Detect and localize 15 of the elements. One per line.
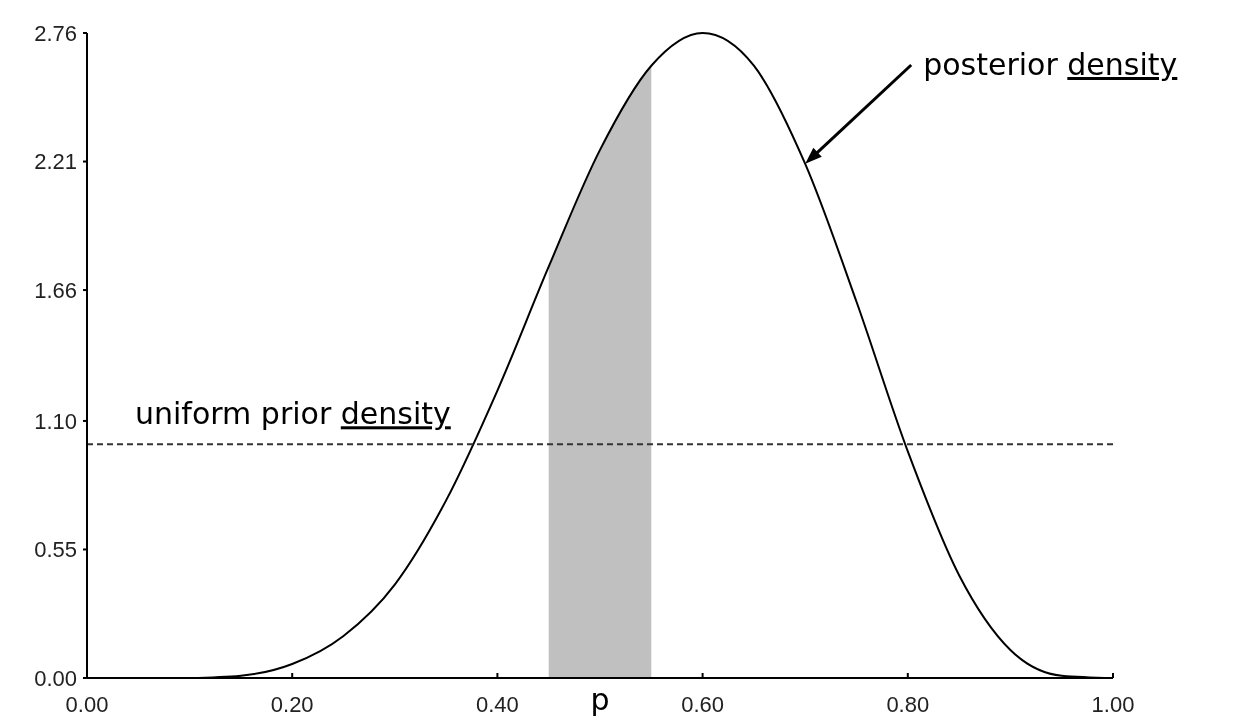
y-tick-label: 0.55	[34, 537, 77, 563]
annotation: posterior density	[923, 47, 1178, 82]
y-tick-label: 0.00	[34, 665, 77, 691]
ref-line-label: uniform prior density	[135, 396, 451, 432]
x-tick-label: 0.20	[270, 692, 314, 717]
y-tick-label: 2.21	[34, 149, 77, 175]
x-tick-label: 0.60	[681, 692, 725, 717]
y-tick-label: 2.76	[34, 20, 77, 46]
x-tick-label: 0.40	[475, 692, 519, 717]
y-tick-label: 1.66	[34, 277, 77, 303]
x-tick-label: 0.80	[886, 692, 930, 717]
x-tick-label: 0.00	[65, 692, 109, 717]
x-tick-label: 1.00	[1091, 692, 1135, 717]
y-tick-label: 1.10	[34, 408, 77, 434]
x-axis-title: p	[590, 682, 610, 717]
